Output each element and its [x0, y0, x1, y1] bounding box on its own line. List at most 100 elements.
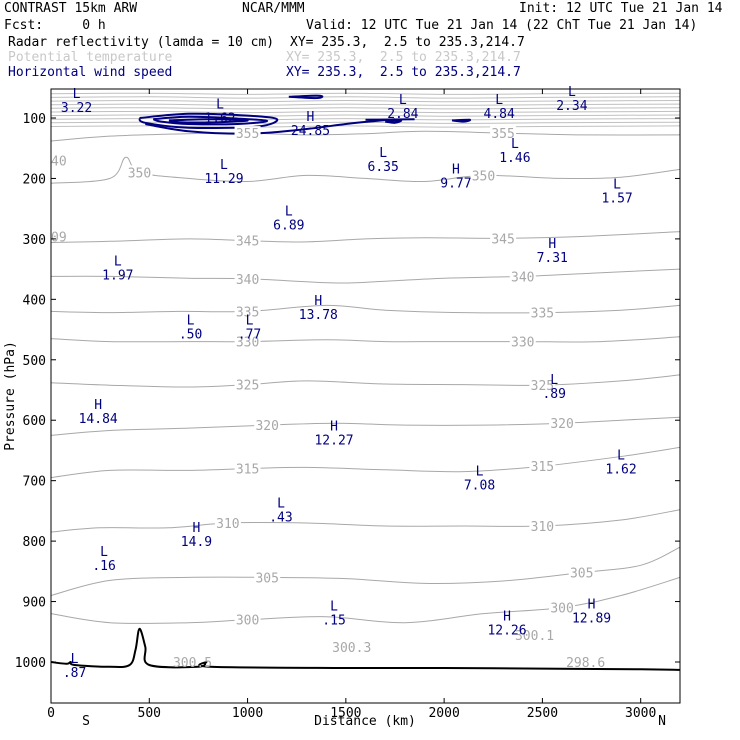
- theta-contour-350: [51, 156, 680, 184]
- wind-extremum-value: 9.77: [440, 176, 471, 191]
- theta-label-325: 325: [236, 379, 259, 394]
- wind-extremum-low-marker: L: [285, 205, 293, 220]
- wind-extremum-value: 24.85: [291, 124, 330, 139]
- north-end-label: N: [658, 714, 666, 729]
- x-tick-label: 1000: [232, 706, 263, 721]
- wind-extremum-low-marker: L: [399, 93, 407, 108]
- theta-label-bg: [234, 334, 261, 348]
- wind-extremum-value: 6.35: [368, 160, 399, 175]
- theta-contour-300: [51, 576, 680, 624]
- theta-label-335: 335: [236, 305, 259, 320]
- theta-label-300: 300: [550, 602, 573, 617]
- theta-contour-315: [51, 446, 680, 479]
- theta-label-bg: [529, 519, 556, 532]
- wind-extremum-high-marker: H: [548, 237, 556, 252]
- wind-extremum-low-marker: L: [114, 254, 122, 269]
- strat-isentrope: [51, 125, 680, 128]
- theta-label-bg: [234, 304, 261, 318]
- wind-speed-contour: [145, 118, 396, 135]
- y-tick-label: 900: [23, 596, 46, 611]
- theta-label-350: 350: [472, 169, 495, 184]
- theta-label-355: 355: [491, 127, 514, 142]
- wind-extremum-low-marker: L: [71, 652, 79, 667]
- field-xy-wind: XY= 235.3, 2.5 to 235.3,214.7: [286, 65, 521, 80]
- theta-label-345: 345: [491, 232, 514, 247]
- organization-label: NCAR/MMM: [242, 1, 305, 16]
- theta-label-bg: [470, 168, 497, 182]
- wind-extremum-low-marker: L: [73, 87, 81, 102]
- theta-contour-335: [51, 304, 680, 314]
- wind-extremum-low-marker: L: [100, 545, 108, 560]
- field-xy-theta: XY= 235.3, 2.5 to 235.3,214.7: [286, 50, 521, 65]
- x-tick-label: 2500: [527, 706, 558, 721]
- theta-label-340: 340: [511, 270, 534, 285]
- strat-isentrope: [51, 99, 680, 103]
- axes: 0 500 1000 1500 2000 2500 3000 100 200 300 400 500 6…: [3, 89, 680, 729]
- theta-label-bg: [234, 233, 261, 247]
- wind-extremum-value: 14.84: [79, 412, 118, 427]
- wind-extremum-value: 1.62: [605, 462, 636, 477]
- wind-extremum-value: 1.57: [601, 192, 632, 207]
- theta-label-bg: [568, 565, 595, 579]
- potential-temperature-contours: [51, 130, 680, 624]
- strat-isentrope: [51, 107, 680, 110]
- theta-contour-340: [51, 268, 680, 284]
- theta-label-bg: [490, 126, 517, 140]
- wind-speed-contour: [385, 119, 403, 124]
- field-xy-reflectivity: XY= 235.3, 2.5 to 235.3,214.7: [290, 35, 525, 50]
- wind-extremum-high-marker: H: [94, 398, 102, 413]
- strat-isentrope: [51, 103, 680, 106]
- theta-label-325: 325: [531, 379, 554, 394]
- wind-extremum-value: 13.78: [299, 308, 338, 323]
- wind-extremum-value: 4.84: [484, 107, 515, 122]
- wind-extremum-low-marker: L: [216, 98, 224, 113]
- wind-extremum-low-marker: L: [187, 314, 195, 329]
- x-axis-label: Distance (km): [314, 714, 416, 729]
- wind-extremum-low-marker: L: [613, 178, 621, 193]
- theta-label-bg: [234, 377, 261, 391]
- wind-extremum-value: 7.08: [464, 479, 495, 494]
- terrain-line: [51, 627, 680, 671]
- theta-label-305: 305: [570, 567, 593, 582]
- valid-time: Valid: 12 UTC Tue 21 Jan 14 (22 ChT Tue …: [306, 18, 698, 33]
- wind-speed-contour: [138, 112, 279, 129]
- plot-frame: [50, 88, 681, 704]
- south-end-label: S: [82, 714, 90, 729]
- wind-extremum-low-marker: L: [550, 373, 558, 388]
- theta-label-335: 335: [531, 307, 554, 322]
- wind-extremum-value: .16: [92, 559, 115, 574]
- strat-isentrope: [51, 92, 680, 95]
- wind-extremum-high-marker: H: [588, 598, 596, 613]
- theta-contour-310: [51, 509, 680, 533]
- wind-speed-contour: [365, 118, 415, 121]
- wind-extremum-value: 2.34: [556, 99, 587, 114]
- wind-extremum-value: 12.27: [314, 433, 353, 448]
- strat-isentrope: [51, 96, 680, 99]
- theta-label-310: 310: [216, 517, 239, 532]
- y-tick-label: 400: [23, 293, 46, 308]
- wind-extremum-value: .50: [179, 328, 202, 343]
- theta-label-bg: [234, 612, 261, 626]
- field-name-reflectivity: Radar reflectivity (lamda = 10 cm): [8, 35, 275, 50]
- theta-extra-label: 40: [51, 154, 67, 169]
- theta-label-bg: [126, 165, 153, 179]
- theta-label-bg: [490, 231, 517, 245]
- wind-extremum-value: 11.29: [204, 172, 243, 187]
- wind-extremum-value: .89: [542, 387, 565, 402]
- theta-label-310: 310: [531, 520, 554, 535]
- theta-label-bg: [509, 269, 536, 283]
- wind-extremum-value: 12.26: [487, 624, 526, 639]
- wind-extremum-high-marker: H: [330, 419, 338, 434]
- y-tick-label: 800: [23, 535, 46, 550]
- theta-label-315: 315: [236, 463, 259, 478]
- strat-isentrope: [51, 110, 680, 114]
- wind-extremum-value: .87: [63, 666, 86, 681]
- y-tick-label: 600: [23, 414, 46, 429]
- wind-speed-contour: [288, 94, 324, 100]
- strat-isentrope: [51, 121, 680, 124]
- field-name-theta: Potential temperature: [8, 50, 173, 65]
- wind-extremum-low-marker: L: [277, 497, 285, 512]
- wind-extremum-low-marker: L: [495, 93, 503, 108]
- wind-extremum-value: .15: [322, 613, 345, 628]
- wind-extremum-low-marker: L: [568, 85, 576, 100]
